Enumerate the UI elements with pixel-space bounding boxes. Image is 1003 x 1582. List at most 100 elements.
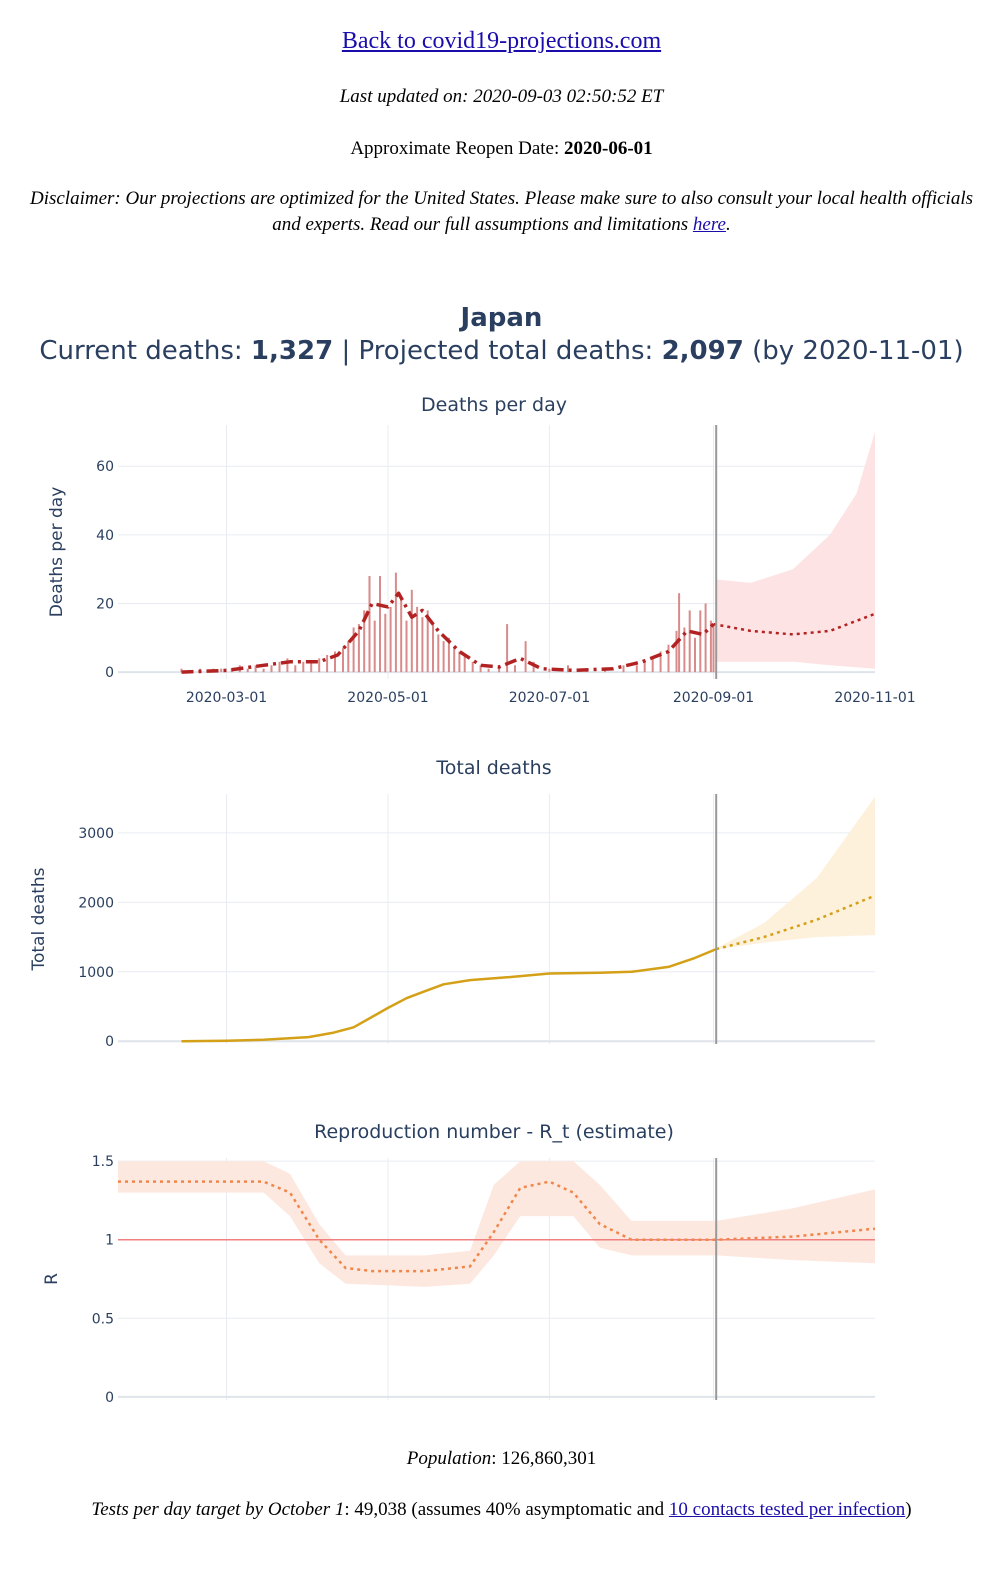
daily-death-bar	[416, 606, 419, 673]
daily-death-bar	[286, 658, 289, 673]
y-tick-label: 1000	[78, 965, 114, 981]
daily-death-bar	[302, 661, 305, 673]
current-deaths-value: 1,327	[250, 336, 334, 366]
daily-death-bar	[394, 572, 397, 673]
confidence-band	[118, 1161, 875, 1287]
daily-death-bar	[357, 624, 360, 673]
population-label: Population	[406, 1448, 492, 1469]
daily-death-bar	[246, 668, 249, 673]
daily-death-bar	[334, 651, 336, 673]
back-link[interactable]: Back to covid19-projections.com	[341, 28, 662, 54]
daily-death-bar	[678, 593, 681, 673]
deaths-per-day-chart: 0 20 40 60 Deaths per day Deaths per day 2020-…	[47, 394, 916, 706]
daily-death-bar	[704, 603, 707, 673]
daily-death-bar	[426, 610, 429, 673]
contacts-tested-link[interactable]: 10 contacts tested per infection	[668, 1499, 906, 1520]
y-axis-label: Total deaths	[29, 867, 49, 971]
disclaimer-end: .	[725, 214, 731, 235]
daily-death-bar	[347, 641, 350, 673]
daily-death-bar	[352, 627, 355, 673]
y-tick-label: 3000	[78, 826, 114, 842]
daily-death-bar	[421, 617, 424, 673]
population-row: Population: 126,860,301	[0, 1448, 1003, 1470]
daily-death-bar	[675, 630, 678, 673]
daily-death-bar	[567, 665, 569, 673]
daily-death-bar	[498, 665, 501, 673]
daily-death-bar	[384, 613, 387, 673]
daily-death-bar	[683, 627, 686, 673]
daily-death-bar	[487, 668, 490, 673]
daily-death-bar	[463, 655, 466, 673]
observed-average-line	[181, 591, 715, 674]
chart-title: Deaths per day	[421, 394, 567, 416]
daily-death-bar	[254, 665, 257, 673]
y-tick-label: 20	[96, 596, 114, 612]
daily-death-bar	[635, 665, 638, 673]
x-tick-label: 2020-05-01	[347, 690, 428, 706]
daily-death-bar	[453, 648, 456, 673]
tests-end: )	[905, 1499, 912, 1520]
daily-death-bar	[437, 634, 440, 673]
daily-death-bar	[699, 610, 702, 673]
tests-label: Tests per day target by October 1	[91, 1499, 345, 1520]
y-axis-label: R	[42, 1273, 62, 1285]
country-title: Japan	[460, 303, 543, 333]
y-axis-label: Deaths per day	[47, 487, 67, 618]
reproduction-number-chart: 0 0.5 1 1.5 Reproduction number - R_t (estim…	[42, 1121, 876, 1406]
reopen-date-row: Approximate Reopen Date: 2020-06-01	[0, 138, 1003, 160]
daily-death-bar	[532, 661, 535, 673]
daily-death-bar	[278, 661, 281, 673]
projected-deaths-value: 2,097	[661, 336, 744, 366]
disclaimer: Disclaimer: Our projections are optimize…	[18, 186, 985, 238]
daily-death-bar	[622, 665, 625, 673]
daily-death-bar	[432, 624, 434, 673]
projected-deaths-label: Projected total deaths:	[358, 336, 654, 366]
projection-band	[716, 796, 875, 950]
disclaimer-text: Disclaimer: Our projections are optimize…	[29, 188, 973, 235]
daily-death-bar	[514, 665, 516, 673]
y-tick-label: 60	[96, 459, 114, 475]
y-tick-label: 40	[96, 528, 114, 544]
daily-death-bar	[471, 661, 474, 673]
daily-death-bar	[373, 620, 376, 673]
daily-death-bar	[326, 655, 329, 673]
population-value: : 126,860,301	[491, 1448, 597, 1469]
projection-band	[716, 431, 875, 669]
x-tick-label: 2020-11-01	[834, 690, 915, 706]
x-tick-label: 2020-07-01	[509, 690, 590, 706]
projected-deaths-suffix: (by 2020-11-01)	[752, 336, 964, 366]
daily-death-bar	[479, 665, 482, 673]
x-tick-label: 2020-03-01	[186, 690, 267, 706]
daily-death-bar	[270, 665, 273, 673]
observed-total-line	[181, 947, 717, 1043]
daily-death-bar	[310, 661, 313, 673]
reopen-date: 2020-06-01	[564, 138, 653, 159]
disclaimer-link[interactable]: here	[692, 214, 726, 235]
y-tick-label: 1	[105, 1233, 114, 1249]
daily-death-bar	[363, 610, 366, 673]
daily-death-bar	[220, 668, 223, 673]
daily-death-bar	[712, 624, 715, 673]
daily-death-bar	[405, 620, 408, 673]
tests-row: Tests per day target by October 1: 49,03…	[0, 1499, 1003, 1521]
tests-value: : 49,038 (assumes 40% asymptomatic and	[344, 1499, 665, 1520]
daily-death-bar	[368, 576, 371, 673]
daily-death-bar	[447, 637, 450, 673]
daily-death-bar	[389, 606, 392, 673]
daily-death-bar	[659, 651, 662, 673]
projection-line	[713, 612, 876, 636]
last-updated: Last updated on: 2020-09-03 02:50:52 ET	[339, 86, 664, 107]
daily-death-bar	[643, 661, 646, 673]
y-tick-label: 0.5	[92, 1311, 114, 1327]
daily-death-bar	[651, 658, 654, 673]
daily-death-bar	[548, 668, 551, 673]
daily-death-bar	[400, 596, 403, 673]
y-tick-label: 2000	[78, 895, 114, 911]
daily-death-bar	[694, 637, 696, 673]
daily-death-bar	[688, 610, 691, 673]
daily-death-bar	[379, 576, 381, 673]
daily-death-bar	[442, 641, 445, 673]
daily-death-bar	[458, 651, 461, 673]
daily-death-bar	[667, 644, 670, 673]
total-deaths-chart: 0 1000 2000 3000 Total deaths Total deaths	[29, 757, 876, 1050]
